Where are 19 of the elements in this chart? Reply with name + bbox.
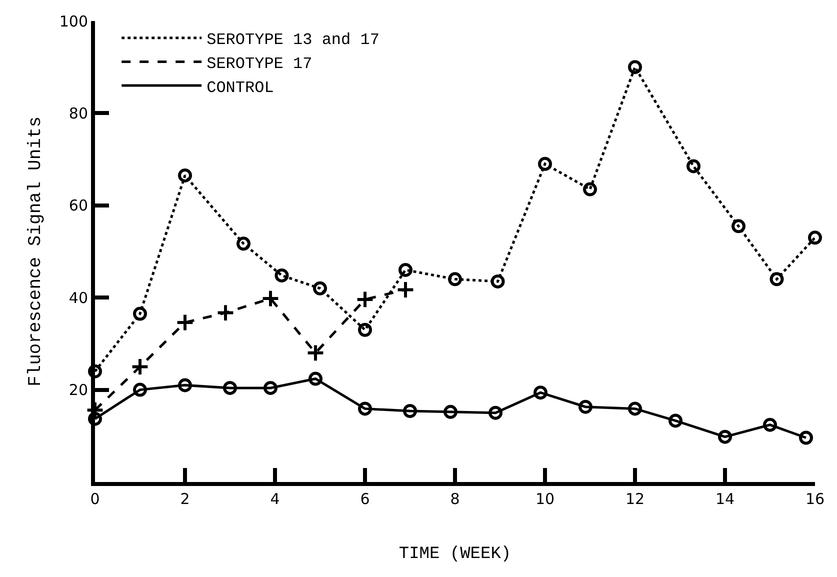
x-tick-label: 8 bbox=[450, 490, 460, 508]
y-tick-label: 40 bbox=[68, 288, 88, 307]
y-tick-label: 80 bbox=[68, 104, 88, 122]
x-tick-label: 2 bbox=[180, 490, 190, 508]
x-tick-label: 12 bbox=[625, 490, 645, 508]
legend-label: SEROTYPE 17 bbox=[206, 54, 312, 73]
x-tick-label: 6 bbox=[360, 490, 370, 508]
y-tick-label: 60 bbox=[68, 196, 88, 215]
legend-label: CONTROL bbox=[206, 78, 274, 97]
y-tick-label: 100 bbox=[59, 12, 88, 30]
x-tick-label: 16 bbox=[805, 490, 825, 508]
x-tick-label: 14 bbox=[715, 490, 735, 508]
x-tick-label: 10 bbox=[535, 490, 555, 508]
y-tick-label: 20 bbox=[68, 381, 88, 400]
legend-label: SEROTYPE 13 and 17 bbox=[206, 31, 380, 50]
x-tick-label: 0 bbox=[90, 490, 100, 508]
x-axis-title: TIME (WEEK) bbox=[398, 544, 512, 564]
x-tick-label: 4 bbox=[270, 490, 280, 508]
y-axis-title: Fluorescence Signal Units bbox=[26, 116, 46, 387]
